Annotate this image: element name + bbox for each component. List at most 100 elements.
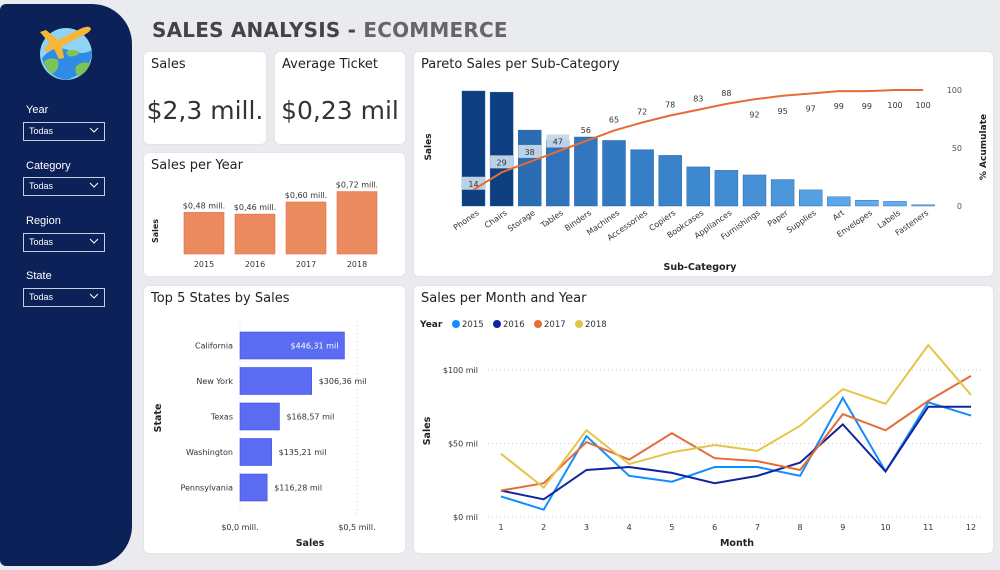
y-axis-label: Sales	[422, 416, 433, 445]
pareto-bar	[855, 200, 879, 207]
state-bar	[239, 331, 345, 360]
pareto-bar	[883, 201, 907, 207]
category-filter-value: Todas	[29, 181, 54, 191]
state-bar	[239, 438, 272, 466]
year-bar-data-label: $0,46 mill.	[234, 203, 276, 212]
x-axis-label: Month	[720, 538, 754, 549]
top-states-title: Top 5 States by Sales	[151, 291, 290, 306]
x-tick-label: 8	[798, 523, 803, 532]
pareto-data-label: 83	[693, 95, 703, 104]
x-tick-label: 11	[923, 523, 933, 532]
y-tick-label: New York	[196, 377, 233, 386]
series-line-2018	[500, 343, 972, 490]
year-bar-data-label: $0,60 mill.	[285, 191, 327, 200]
y-tick-label: $0 mil	[453, 513, 478, 522]
x-tick-label: 6	[712, 523, 717, 532]
chevron-down-icon	[89, 127, 99, 133]
pareto-bar	[602, 140, 626, 207]
y-tick-label: California	[195, 342, 233, 351]
x-tick-label: 2	[541, 523, 546, 532]
series-line-2017	[500, 375, 972, 492]
x-tick-label: $0,0 mill.	[221, 523, 258, 532]
series-line-2016	[500, 405, 971, 501]
state-bar	[239, 473, 268, 502]
sales-month-year-card: Sales per Month and Year Year Sales Mont…	[414, 286, 993, 553]
state-bar-data-label: $306,36 mil	[319, 377, 367, 386]
y2-tick-label: 100	[947, 86, 962, 95]
pareto-label-band	[490, 155, 514, 169]
pareto-data-label: 14	[468, 180, 478, 189]
sales-month-year-chart: Year Sales Month 2015 2016 2017 2018 $0 mil $…	[419, 320, 984, 549]
x-tick-label: Supplies	[785, 208, 818, 235]
x-tick-label: 1	[498, 523, 503, 532]
globe-airplane-icon	[40, 26, 92, 80]
year-filter-dropdown[interactable]: Todas	[23, 122, 105, 141]
sales-per-year-card: Sales per Year Sales $0,48 mill. 2015 $0,4…	[144, 153, 405, 276]
pareto-bar	[574, 136, 598, 207]
x-tick-label: 9	[840, 523, 845, 532]
pareto-data-label: 99	[862, 102, 872, 111]
x-tick-label: 5	[669, 523, 674, 532]
pareto-bar	[742, 174, 767, 207]
x-axis-label: Sales	[296, 538, 325, 549]
pareto-bar	[714, 170, 739, 207]
pareto-bar	[799, 189, 823, 207]
region-filter-label: Region	[26, 215, 61, 227]
year-filter-label: Year	[26, 104, 49, 116]
y-axis-label: Sales	[424, 133, 434, 160]
pareto-data-label: 72	[637, 107, 647, 116]
x-tick-label: Chairs	[483, 208, 509, 230]
year-bar-data-label: $0,72 mill.	[336, 181, 378, 190]
y2-tick-label: 0	[957, 202, 962, 211]
legend-marker-2015	[452, 320, 460, 328]
y2-tick-label: 50	[952, 144, 962, 153]
average-ticket-kpi-card: Average Ticket $0,23 mil	[275, 52, 405, 144]
state-filter-dropdown[interactable]: Todas	[23, 288, 105, 307]
y-axis-label: Sales	[151, 219, 160, 243]
y-tick-label: Texas	[210, 413, 233, 422]
y-axis-label: State	[153, 404, 164, 433]
region-filter-value: Todas	[29, 237, 54, 247]
top-states-chart: State Sales California $446,31 mil New Yor…	[153, 321, 376, 549]
x-tick-label: 2015	[194, 260, 214, 269]
series-line-2015	[500, 395, 972, 511]
pareto-bar	[658, 155, 682, 207]
year-bar	[285, 201, 327, 255]
pareto-bar	[489, 91, 514, 207]
pareto-data-label: 92	[749, 110, 759, 119]
x-tick-label: 2017	[296, 260, 316, 269]
x-tick-label: 12	[966, 523, 976, 532]
year-bar	[336, 191, 378, 255]
state-filter-label: State	[26, 270, 52, 282]
pareto-data-label: 97	[806, 104, 816, 113]
region-filter-dropdown[interactable]: Todas	[23, 233, 105, 252]
chevron-down-icon	[89, 182, 99, 188]
top-states-card: Top 5 States by Sales State Sales Califo…	[144, 286, 405, 553]
pareto-bar	[630, 149, 654, 207]
page-title: SALES ANALYSIS - ECOMMERCE	[152, 18, 508, 42]
sales-kpi-card: Sales $2,3 mill.	[144, 52, 266, 144]
year-bar	[183, 212, 225, 255]
y2-axis-label: % Acumulate	[979, 114, 989, 180]
state-filter-value: Todas	[29, 292, 54, 302]
legend-item-2015: 2015	[462, 320, 484, 330]
state-bar-data-label: $116,28 mil	[274, 484, 322, 493]
x-tick-label: 7	[755, 523, 760, 532]
pareto-data-label: 56	[581, 126, 591, 135]
pareto-data-label: 99	[834, 102, 844, 111]
category-filter-dropdown[interactable]: Todas	[23, 177, 105, 196]
x-tick-label: Tables	[539, 208, 565, 230]
legend-marker-2017	[534, 320, 542, 328]
year-bar-data-label: $0,48 mill.	[183, 201, 225, 210]
pareto-title: Pareto Sales per Sub-Category	[421, 57, 620, 72]
pareto-bar	[686, 166, 710, 207]
pareto-bar	[911, 204, 935, 207]
pareto-card: Pareto Sales per Sub-Category Sales Sub-…	[414, 52, 993, 276]
legend-title: Year	[419, 320, 443, 330]
cumulative-percent-line	[472, 89, 924, 191]
pareto-data-label: 95	[778, 107, 788, 116]
average-ticket-kpi-title: Average Ticket	[282, 57, 378, 72]
pareto-bar	[517, 129, 542, 207]
sales-kpi-title: Sales	[151, 57, 186, 72]
y-tick-label: $50 mil	[448, 440, 478, 449]
